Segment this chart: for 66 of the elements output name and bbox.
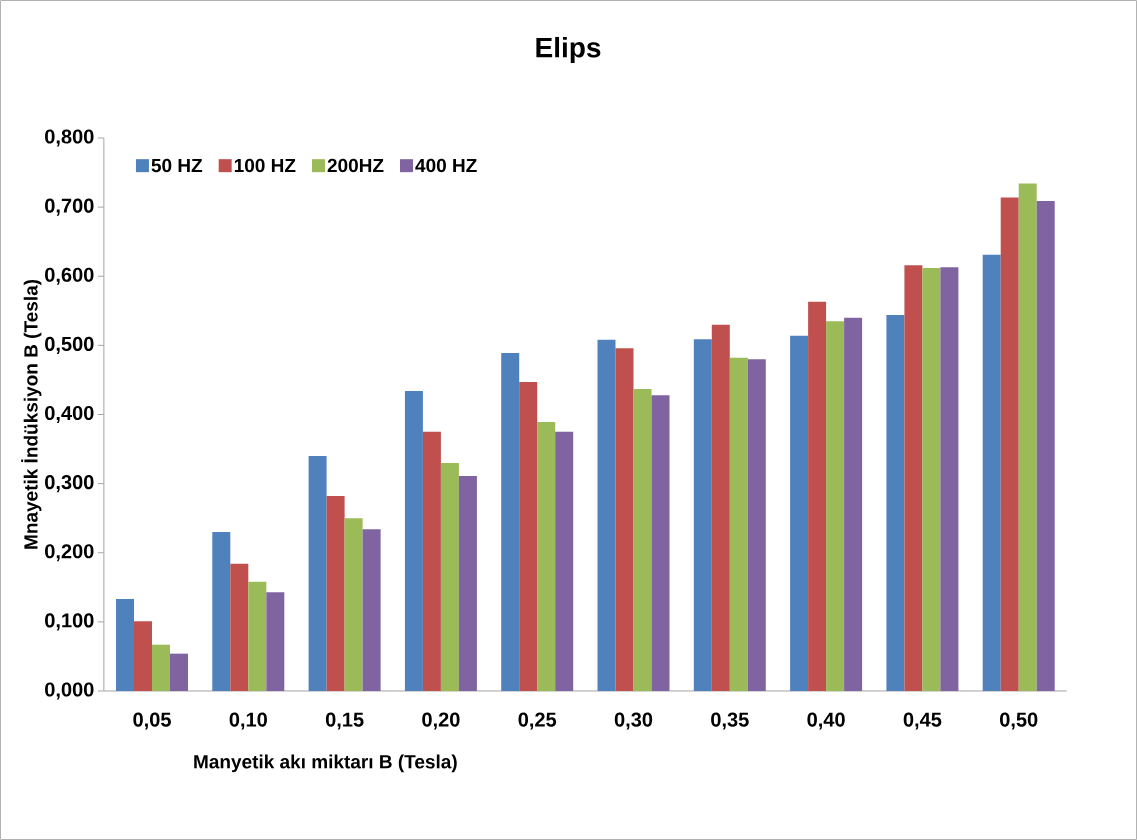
bar [326, 496, 345, 691]
y-tick-label: 0,500 [45, 336, 94, 354]
y-axis-title: Mnayetik İndüksiyon B (Tesla) [21, 279, 42, 549]
y-tick-label: 0,800 [45, 129, 94, 147]
y-tick-label: 0,700 [45, 198, 94, 216]
bar [633, 388, 652, 691]
bar [1036, 200, 1055, 691]
bar [212, 532, 231, 691]
bar [519, 382, 538, 691]
bar [940, 267, 959, 691]
x-axis-title: Manyetik akı miktarı B (Tesla) [194, 754, 457, 773]
bar [362, 529, 381, 691]
y-tick-label: 0,000 [45, 682, 94, 700]
bar [1000, 197, 1019, 691]
bar [344, 518, 363, 691]
bar [1018, 183, 1037, 691]
bar [266, 592, 285, 691]
bar [501, 352, 520, 691]
x-tick-label: 0,25 [518, 712, 557, 730]
bar [826, 321, 845, 691]
bar [615, 348, 634, 691]
bar [651, 395, 670, 691]
bar [440, 462, 459, 691]
x-tick-label: 0,40 [807, 712, 845, 730]
x-tick-label: 0,15 [325, 712, 364, 730]
bar [790, 335, 809, 691]
x-tick-label: 0,30 [614, 712, 653, 730]
legend-label: 100 HZ [234, 158, 296, 173]
legend-label: 400 HZ [415, 158, 477, 173]
bar [904, 265, 923, 691]
bar [711, 324, 730, 691]
chart-title: Elips [536, 36, 601, 64]
bar [152, 644, 171, 691]
bar [922, 267, 941, 691]
y-tick-label: 0,300 [45, 475, 94, 493]
y-tick-label: 0,600 [45, 267, 94, 285]
bar [116, 599, 135, 691]
bar [982, 254, 1001, 691]
bar [747, 359, 766, 691]
x-tick-label: 0,20 [422, 712, 460, 730]
bar [422, 431, 441, 691]
x-tick-label: 0,45 [903, 712, 942, 730]
bar [844, 317, 863, 691]
bar [458, 476, 477, 691]
x-tick-label: 0,35 [711, 712, 749, 730]
bar [230, 563, 249, 691]
bar [597, 339, 616, 691]
bar [555, 431, 574, 691]
legend-label: 200HZ [327, 158, 384, 173]
bar [134, 621, 153, 691]
bar [404, 390, 423, 691]
x-tick-label: 0,05 [133, 712, 171, 730]
bar [170, 653, 189, 691]
bar [808, 301, 827, 691]
x-tick-label: 0,50 [1000, 712, 1038, 730]
x-tick-label: 0,10 [229, 712, 267, 730]
y-tick-label: 0,400 [45, 405, 94, 424]
bar [248, 581, 267, 691]
bar [537, 422, 556, 691]
bar [729, 357, 748, 691]
bar [886, 314, 905, 691]
bar [308, 455, 327, 691]
y-tick-label: 0,200 [45, 544, 94, 562]
bar [693, 339, 712, 691]
legend-label: 50 HZ [151, 158, 203, 173]
y-tick-label: 0,100 [45, 613, 94, 631]
